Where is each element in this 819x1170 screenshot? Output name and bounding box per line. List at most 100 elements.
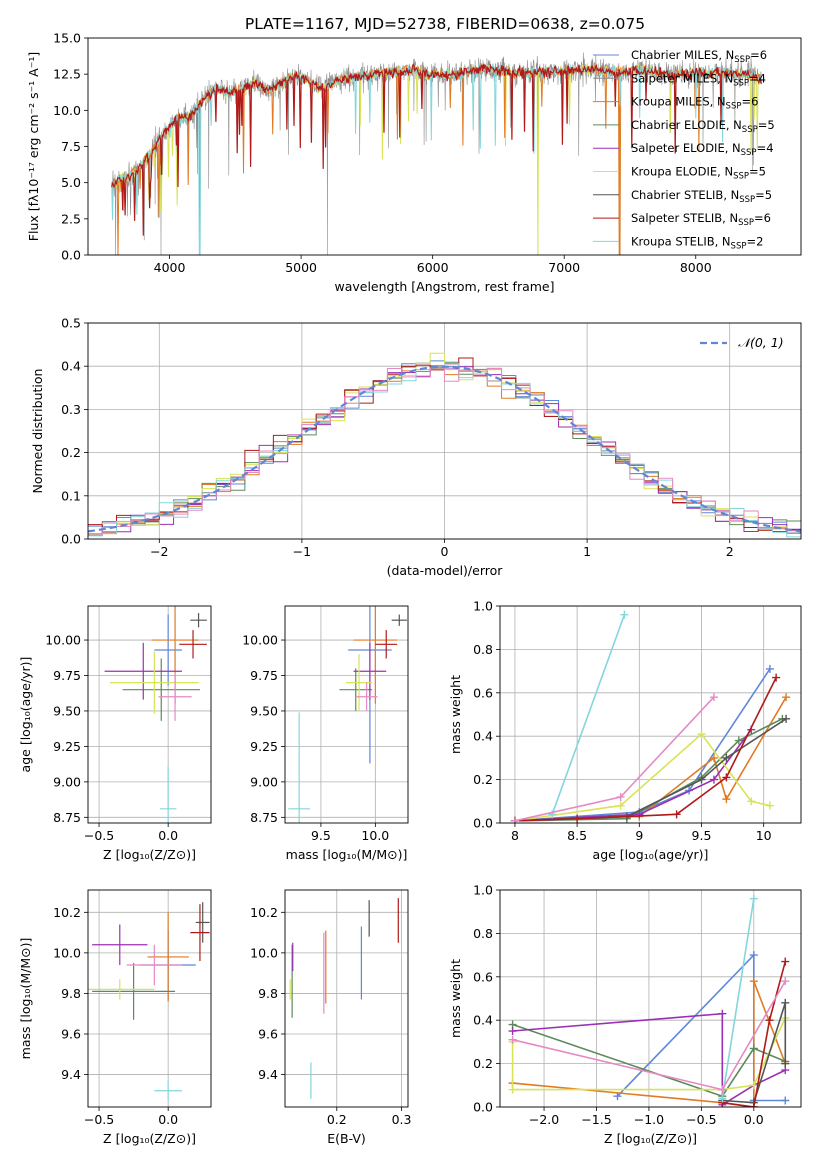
y-tick-label: 9.00 — [53, 774, 81, 789]
mass-weight-marker — [749, 894, 758, 903]
y-tick-label: 0.2 — [473, 1056, 493, 1071]
x-tick-label: 0.3 — [392, 1112, 412, 1127]
legend-entry: Kroupa STELIB, NSSP=2 — [631, 234, 763, 251]
legend-entry: Salpeter STELIB, NSSP=6 — [631, 211, 771, 228]
x-axis-label: Z [log₁₀(Z/Z⊙)] — [103, 847, 196, 862]
errorbar-point — [190, 613, 207, 628]
mass-weight-marker — [709, 753, 718, 762]
y-tick-label: 0.5 — [61, 316, 81, 331]
axes-frame — [284, 889, 409, 1108]
axes-frame — [499, 889, 802, 1108]
legend-entry-tail: =5 — [755, 188, 772, 202]
legend-entry-text: Chabrier STELIB, N — [631, 188, 739, 202]
mass-weight-marker — [722, 773, 731, 782]
mass-weight-marker — [747, 797, 756, 806]
mass-weight-line — [514, 696, 715, 822]
legend-entry-sub: SSP — [733, 78, 749, 88]
plot-area — [288, 606, 407, 823]
y-tick-label: 10.2 — [250, 905, 278, 920]
x-tick-label: 6000 — [417, 260, 449, 275]
y-tick-label: 10.00 — [45, 633, 81, 648]
y-tick-label: 9.8 — [258, 986, 278, 1001]
y-tick-label: 0.0 — [473, 816, 493, 831]
legend-entry-tail: =5 — [749, 165, 766, 179]
mass-weight-marker — [573, 814, 582, 823]
errorbar-point — [355, 682, 378, 711]
y-tick-label: 10.2 — [53, 905, 81, 920]
y-tick-label: 12.5 — [53, 67, 81, 82]
mass-weight-marker — [781, 977, 790, 986]
y-tick-label: 10.0 — [250, 945, 278, 960]
legend-entry-tail: =6 — [741, 95, 758, 109]
y-tick-label: 0.8 — [473, 642, 493, 657]
mass-weight-line — [722, 961, 787, 1107]
legend-entry-text: Chabrier ELODIE, N — [631, 118, 742, 132]
errorbar-point — [345, 654, 373, 711]
mass-weight-marker — [697, 730, 706, 739]
mass-weight-marker — [734, 736, 743, 745]
mass-weight-line — [721, 898, 755, 1099]
mass-weight-marker — [508, 1027, 517, 1036]
mass-weight-marker — [620, 610, 629, 619]
legend-entry-sub: SSP — [731, 241, 747, 251]
plot-area — [88, 352, 801, 538]
legend-entry-text: Salpeter STELIB, N — [631, 211, 738, 225]
errorbar-point — [88, 979, 155, 1000]
errorbar-point — [353, 606, 398, 704]
mass-weight-marker — [749, 951, 758, 960]
y-tick-label: 8.75 — [250, 810, 278, 825]
plot-area — [88, 902, 210, 1101]
legend-entry-tail: =5 — [758, 118, 775, 132]
y-tick-label: 0.0 — [61, 532, 81, 547]
legend-entry-sub: SSP — [742, 125, 758, 135]
plot-area — [510, 610, 791, 823]
x-tick-label: 7000 — [548, 260, 580, 275]
y-tick-label: 15.0 — [53, 31, 81, 46]
x-tick-label: 9 — [635, 828, 643, 843]
x-tick-label: −1 — [293, 544, 311, 559]
errorbar-point — [158, 672, 192, 721]
errorbar-point — [179, 630, 207, 659]
mass-weight-line — [514, 696, 787, 822]
x-tick-label: 8.5 — [567, 828, 587, 843]
mass-weight-marker — [782, 693, 791, 702]
axes-frame — [499, 605, 802, 824]
plot-area — [111, 52, 762, 255]
plot-area — [104, 606, 207, 823]
y-tick-label: 9.6 — [258, 1026, 278, 1041]
x-axis-label: Z [log₁₀(Z/Z⊙)] — [604, 1131, 697, 1146]
mass-weight-marker — [616, 801, 625, 810]
mass-weight-marker — [722, 753, 731, 762]
legend-entry-tail: =4 — [749, 71, 766, 85]
mass-weight-marker — [635, 810, 644, 819]
legend-entry-text: Salpeter ELODIE, N — [631, 141, 741, 155]
chart-panels: 4000 5000 6000 7000 80000.02.55.07.510.012.5… — [18, 31, 802, 1146]
y-tick-label: 0.2 — [61, 445, 81, 460]
y-tick-label: 9.00 — [250, 774, 278, 789]
x-tick-label: −0.5 — [686, 1112, 716, 1127]
y-axis-label: mass [log₁₀(M/M⊙)] — [18, 938, 33, 1060]
mass-weight-marker — [765, 1016, 774, 1025]
errorbar-point — [92, 924, 148, 966]
x-tick-label: −1.0 — [634, 1112, 664, 1127]
mass-weight-marker — [781, 957, 790, 966]
legend-entry-sub: SSP — [734, 55, 750, 65]
mass-weight-marker — [749, 1044, 758, 1053]
x-tick-label: −2.0 — [529, 1112, 559, 1127]
y-tick-label: 0.8 — [473, 926, 493, 941]
errorbar-point — [147, 912, 189, 1002]
y-axis-label: age [log₁₀(age/yr)] — [18, 657, 33, 773]
errorbar-point — [375, 630, 398, 659]
errorbar-point — [288, 712, 311, 823]
x-tick-label: 0.0 — [158, 828, 178, 843]
y-tick-label: 1.0 — [473, 883, 493, 898]
mass-weight-line — [514, 668, 771, 822]
mass-weight-marker — [709, 775, 718, 784]
mass-weight-line — [512, 980, 787, 1107]
mass-weight-marker — [718, 1085, 727, 1094]
x-axis-label: mass [log₁₀(M/M⊙)] — [286, 847, 408, 862]
y-axis-label: mass weight — [448, 959, 463, 1038]
x-tick-label: 8000 — [680, 260, 712, 275]
y-tick-label: 10.00 — [242, 633, 278, 648]
